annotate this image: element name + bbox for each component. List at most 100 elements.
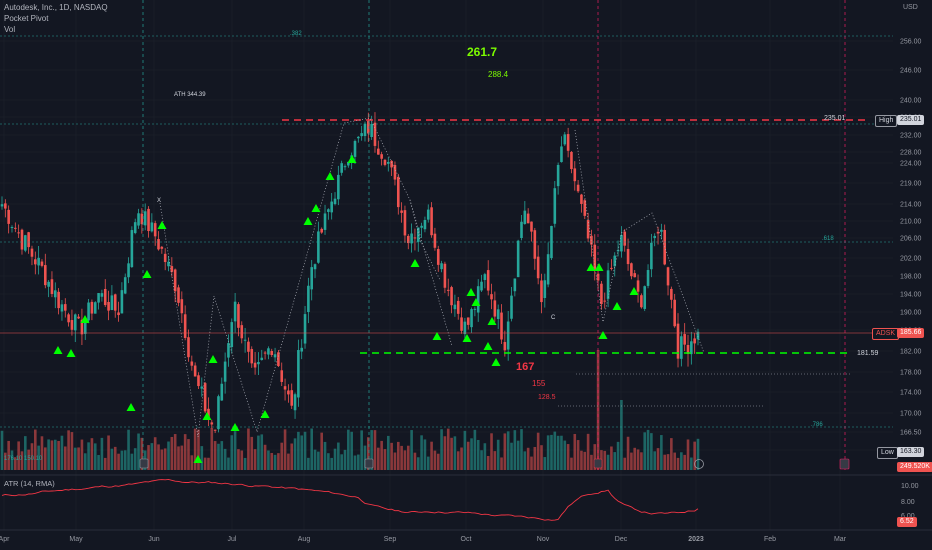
candle-body [393,165,397,180]
volume-bar [463,430,467,470]
candle-body [423,220,427,230]
indicator-volume[interactable]: Vol [4,25,16,34]
volume-bar [223,448,227,470]
volume-bar [566,444,570,470]
y-tick-label: 210.00 [900,219,922,226]
symbol-title[interactable]: Autodesk, Inc., 1D, NASDAQ [4,3,108,12]
volume-bar [100,437,104,470]
candle-body [430,207,433,236]
volume-bar [323,441,327,470]
volume-bar [127,429,130,470]
candle-body [240,325,244,339]
y-tick-label: 206.00 [900,236,922,243]
time-axis[interactable]: Apr May Jun Jul Aug Sep Oct Nov Dec 2023 Feb Mar [0,536,847,543]
volume-bar [493,451,497,470]
candle-body [656,231,660,234]
candle-body [130,230,134,268]
volume-bar [303,431,307,470]
volume-bar [30,443,34,470]
candle-body [343,166,347,168]
candle-body [453,304,457,310]
candle-body [653,235,657,239]
y-tick-label: 190.00 [900,310,922,317]
volume-bars [0,350,700,470]
candle-body [283,386,287,390]
candle-body [516,240,520,278]
volume-bar [593,444,597,470]
volume-bar [513,430,517,470]
volume-bar [327,453,330,470]
signal-triangle [142,270,152,278]
volume-bar [636,449,640,470]
volume-bar [70,432,74,470]
candle-body [566,134,570,151]
volume-bar [350,431,353,470]
volume-bar [440,429,443,470]
candle-body [167,261,170,267]
x-tick-label: May [69,536,83,543]
candle-body [250,349,254,364]
low-badge-label: Low [877,447,898,459]
candle-body [640,295,643,308]
candle-body [357,136,360,139]
volume-bar [77,447,80,470]
volume-bar [460,447,463,470]
y-tick-label: 174.00 [900,390,922,397]
ath-label: ATH 344.39 [174,92,206,98]
volume-bar [570,457,573,470]
candle-body [247,341,250,352]
candle-body [543,280,547,299]
volume-bar [377,447,380,470]
candle-body [77,316,80,319]
x-tick-label: Sep [384,536,397,543]
candle-body [610,267,613,269]
volume-bar [317,451,320,470]
volume-bar [573,433,577,470]
volume-bar [367,437,370,470]
candle-body [213,429,217,431]
volume-bar [233,431,237,470]
volume-bar [663,454,666,470]
y-tick-label: 170.00 [900,411,922,418]
pocket-pivot-signals [53,155,639,463]
candle-body [443,263,447,288]
volume-bar [556,435,560,470]
price-axis[interactable] [893,0,932,530]
candle-body [573,168,577,182]
candle-body [683,334,686,345]
volume-bar [410,430,413,470]
currency-label[interactable]: USD [903,4,918,11]
atr-line [1,478,699,521]
volume-bar [117,453,120,470]
atr-label: ATR (14, RMA) [4,479,55,488]
candle-body [4,203,7,209]
volume-bar [24,436,27,470]
signal-triangle [491,358,501,366]
indicator-pocket-pivot[interactable]: Pocket Pivot [4,14,49,23]
volume-bar [550,434,553,470]
candle-body [396,176,400,208]
volume-bar [413,452,417,470]
candle-body [520,221,523,239]
candle-body [420,225,423,228]
candle-body [473,308,477,310]
atr-value-badge: 6.52 [897,517,917,527]
volume-bar [483,443,487,470]
volume-bar [583,451,587,470]
volume-bar [670,438,673,470]
candle-body [513,278,517,292]
candle-body [530,221,533,232]
candle-body [510,295,513,319]
candle-body [663,229,666,265]
fib-786-label: .786 [811,422,823,428]
candle-body [110,295,114,311]
volume-bar [673,452,676,470]
earnings-markers[interactable] [139,458,850,470]
candle-body [323,213,327,230]
volume-bar [686,439,690,470]
candle-body [27,232,30,248]
candle-body [380,154,383,159]
volume-bar [157,444,160,470]
volume-bar [590,454,593,470]
